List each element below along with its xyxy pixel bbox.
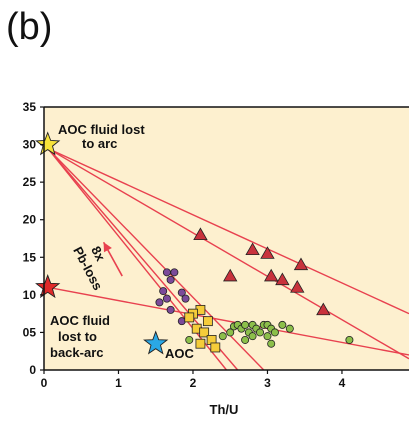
endmember-star	[35, 273, 61, 299]
annotation-line: back-arc	[50, 345, 103, 360]
triangle-point	[316, 302, 331, 316]
mixing-line	[47, 147, 409, 360]
triangle-point	[193, 227, 208, 241]
circle-point	[270, 328, 279, 337]
mixing-line	[47, 147, 409, 315]
y-tick-label: 30	[23, 138, 37, 152]
annotation-aoc-fluid-backarc: AOC fluid lost to back-arc	[50, 313, 110, 360]
triangle-point	[260, 246, 275, 259]
x-tick-label: 3	[264, 376, 271, 390]
square-point	[202, 316, 213, 327]
triangle-point	[245, 242, 260, 256]
circle-point	[256, 328, 265, 337]
circle-point	[248, 332, 257, 341]
triangle-point	[223, 268, 238, 282]
circle-point	[166, 305, 175, 314]
square-point	[210, 342, 221, 353]
y-tick-label: 10	[23, 288, 37, 302]
endmember-star	[143, 330, 169, 355]
plot-background	[44, 107, 409, 370]
circle-point	[162, 294, 171, 303]
panel-label: (b)	[6, 6, 53, 48]
annotation-line: AOC fluid	[50, 313, 110, 328]
circle-point	[241, 335, 250, 344]
triangle-point	[275, 272, 290, 286]
circle-point	[159, 287, 168, 296]
x-axis-label: Th/U	[210, 402, 239, 417]
circle-point	[263, 332, 272, 341]
circle-point	[226, 328, 235, 337]
circle-point	[241, 320, 250, 329]
circle-point	[181, 294, 190, 303]
annotation-aoc-fluid-arc: AOC fluid lost to arc	[58, 122, 145, 151]
y-tick-label: 35	[23, 100, 37, 114]
circle-point	[345, 335, 354, 344]
y-tick-label: 25	[23, 175, 37, 189]
circle-point	[166, 275, 175, 284]
x-tick-label: 4	[339, 376, 346, 390]
arrowhead	[103, 242, 112, 253]
circle-point	[170, 268, 179, 277]
circle-point	[218, 332, 227, 341]
x-tick-label: 1	[115, 376, 122, 390]
square-point	[184, 312, 195, 323]
annotation-aoc: AOC	[165, 346, 195, 361]
x-tick-label: 2	[190, 376, 197, 390]
x-tick-label: 0	[41, 376, 48, 390]
triangle-point	[293, 257, 309, 271]
circle-point	[278, 320, 287, 329]
axis-ticks: 0 1 2 3 4 0 05 10 15 20 25 30 35	[23, 100, 346, 390]
circle-point	[162, 268, 171, 277]
circle-point	[177, 317, 186, 326]
annotation-line: lost to	[58, 329, 97, 344]
triangle-point	[290, 280, 305, 293]
circle-point	[155, 298, 164, 307]
circle-point	[267, 339, 276, 348]
y-tick-label: 20	[23, 213, 37, 227]
chart-marks	[35, 131, 409, 371]
endmember-star	[35, 131, 61, 156]
circle-point	[185, 335, 194, 344]
square-point	[195, 338, 206, 349]
y-tick-label: 05	[23, 325, 37, 339]
circle-point	[177, 288, 186, 297]
y-tick-label: 0	[29, 363, 36, 377]
y-tick-label: 15	[23, 250, 37, 264]
circle-point	[285, 324, 294, 333]
triangle-point	[264, 268, 279, 282]
annotation-line: to arc	[82, 136, 117, 151]
square-point	[199, 327, 210, 338]
annotation-line: AOC fluid lost	[58, 122, 145, 137]
